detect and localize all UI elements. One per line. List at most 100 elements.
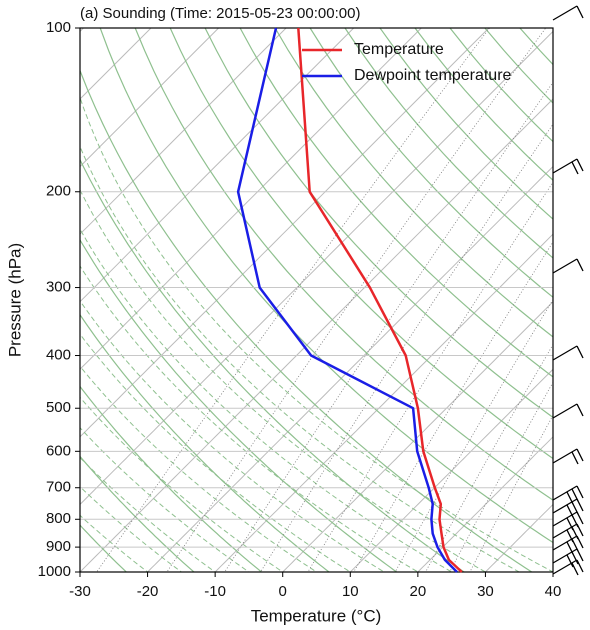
legend-label: Dewpoint temperature — [354, 67, 512, 84]
barb-flag — [576, 498, 584, 512]
background-lines — [0, 28, 590, 584]
barb-staff — [552, 158, 578, 174]
x-tick-label: 20 — [410, 583, 427, 600]
reference-curve — [80, 228, 453, 572]
reference-curve — [80, 98, 553, 572]
barb-staff — [552, 548, 578, 564]
reference-curve — [80, 96, 553, 572]
wind-barbs — [552, 5, 584, 576]
barb-staff — [552, 511, 578, 527]
reference-curve — [309, 28, 553, 299]
reference-curve — [307, 181, 553, 572]
y-axis-label: Pressure (hPa) — [5, 243, 24, 357]
x-tick-label: 30 — [477, 583, 494, 600]
barb-flag — [576, 559, 584, 573]
barb-staff — [552, 559, 578, 575]
barb-flag — [571, 451, 579, 465]
reference-curve — [80, 28, 219, 168]
reference-curve — [80, 313, 330, 572]
reference-curve — [260, 123, 553, 572]
reference-curve — [169, 28, 553, 460]
reference-curve — [344, 28, 553, 259]
reference-curve — [99, 28, 553, 544]
reference-curve — [214, 233, 553, 572]
barb-flag — [576, 158, 584, 172]
barb-staff — [552, 5, 578, 21]
reference-curve — [80, 385, 263, 572]
barb-flag — [576, 535, 584, 549]
barb-flag — [576, 511, 584, 525]
reference-curve — [484, 503, 553, 572]
reference-curve — [239, 28, 553, 378]
barb-staff — [552, 523, 578, 539]
reference-curve — [80, 28, 422, 370]
profile-line — [297, 27, 463, 573]
barb-flag — [576, 403, 584, 417]
y-tick-label: 500 — [46, 399, 71, 416]
y-tick-label: 1000 — [38, 563, 71, 580]
reference-curve — [80, 28, 355, 303]
profile-line — [236, 27, 458, 573]
barb-flag — [566, 554, 574, 568]
chart-title: (a) Sounding (Time: 2015-05-23 00:00:00) — [80, 5, 360, 22]
y-tick-label: 300 — [46, 279, 71, 296]
y-tick-label: 900 — [46, 538, 71, 555]
reference-curve — [519, 28, 553, 66]
reference-curve — [80, 265, 419, 572]
reference-curve — [134, 28, 553, 501]
barb-staff — [552, 498, 578, 514]
barb-flag — [576, 523, 584, 537]
reference-curve — [80, 188, 487, 572]
x-axis-label: Temperature (°C) — [251, 606, 382, 625]
reference-curve — [80, 28, 490, 438]
y-tick-label: 100 — [46, 19, 71, 36]
reference-curve — [80, 333, 352, 572]
reference-curve — [80, 524, 128, 572]
y-tick-label: 400 — [46, 346, 71, 363]
y-tick-label: 600 — [46, 442, 71, 459]
y-tick-label: 200 — [46, 183, 71, 200]
barb-flag — [576, 485, 584, 499]
legend-label: Temperature — [354, 41, 444, 58]
y-tick-label: 700 — [46, 479, 71, 496]
reference-curve — [146, 165, 553, 572]
reference-curve — [414, 28, 553, 182]
reference-curve — [80, 30, 553, 506]
reference-curve — [80, 396, 284, 572]
barb-flag — [576, 258, 584, 272]
x-tick-label: 0 — [279, 583, 287, 600]
barb-flag — [576, 345, 584, 359]
barb-flag — [571, 161, 579, 175]
x-tick-label: 10 — [342, 583, 359, 600]
reference-curve — [349, 368, 553, 572]
reference-curve — [166, 28, 547, 572]
reference-curve — [0, 28, 2, 584]
barb-staff — [552, 345, 578, 361]
reference-curve — [224, 81, 553, 572]
barb-staff — [552, 485, 578, 501]
barb-flag — [571, 562, 579, 576]
reference-curve — [274, 28, 553, 338]
barb-staff — [552, 258, 578, 274]
barb-flag — [571, 551, 579, 565]
reference-curve — [80, 485, 183, 572]
y-tick-label: 800 — [46, 510, 71, 527]
reference-curve — [425, 343, 553, 572]
reference-curve — [449, 28, 553, 143]
x-tick-label: -10 — [204, 583, 226, 600]
reference-curve — [80, 68, 533, 572]
reference-curve — [555, 28, 590, 584]
reference-curve — [80, 426, 250, 572]
reference-curve — [204, 28, 553, 419]
reference-curve — [80, 238, 398, 572]
reference-curve — [80, 456, 216, 572]
barb-flag — [576, 448, 584, 462]
reference-curve — [80, 365, 318, 572]
reference-curve — [80, 299, 386, 572]
reference-curve — [80, 455, 195, 572]
reference-curve — [80, 158, 466, 572]
x-tick-label: 40 — [545, 583, 562, 600]
barb-staff — [552, 448, 578, 464]
x-tick-label: -30 — [69, 583, 91, 600]
